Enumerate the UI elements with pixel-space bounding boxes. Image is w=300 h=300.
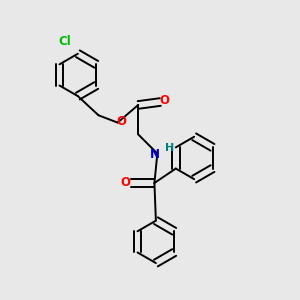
Text: N: N <box>150 148 160 160</box>
Text: O: O <box>120 176 130 189</box>
Text: Cl: Cl <box>58 35 71 48</box>
Text: O: O <box>160 94 170 107</box>
Text: H: H <box>165 143 175 153</box>
Text: O: O <box>116 115 126 128</box>
